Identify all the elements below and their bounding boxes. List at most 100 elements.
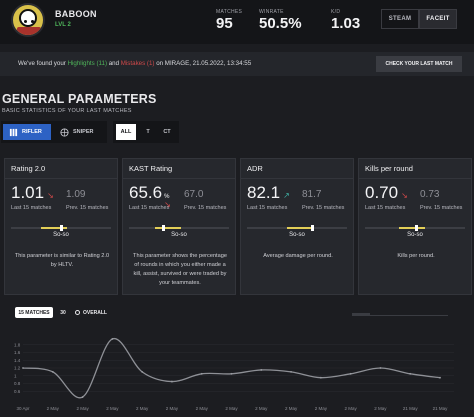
data-point[interactable] bbox=[171, 380, 173, 383]
y-tick-label: 0.6 bbox=[14, 389, 21, 394]
x-tick-label: 2 May bbox=[47, 406, 60, 411]
y-tick-label: 1.4 bbox=[14, 358, 21, 363]
adr-value: 82.1 bbox=[247, 183, 281, 202]
notice-prefix: We've found your bbox=[18, 60, 68, 67]
card-rating-desc: This parameter is similar to Rating 2.0 … bbox=[14, 253, 110, 268]
top-bar: BABOON LVL 2 MATCHES 95 WINRATE 50.5% K/… bbox=[0, 0, 474, 44]
role-sniper-button[interactable]: SNIPER bbox=[56, 124, 104, 140]
card-adr-value: 82.1 ↗ bbox=[247, 183, 290, 203]
data-point[interactable] bbox=[230, 372, 233, 375]
data-point[interactable] bbox=[439, 376, 441, 379]
rating-line-chart: 0.6 0.8 1 1.2 1.4 1.6 1.8 30 Apr 2 May 2 May 2 May… bbox=[14, 338, 454, 411]
data-point[interactable] bbox=[141, 370, 144, 373]
card-rating-prev: 1.09 bbox=[66, 189, 86, 200]
data-point[interactable] bbox=[51, 370, 54, 373]
rifle-icon bbox=[9, 128, 18, 136]
y-tick-label: 1 bbox=[14, 373, 17, 378]
card-kast-prev: 67.0 bbox=[184, 189, 204, 200]
stat-winrate-value: 50.5% bbox=[259, 15, 302, 32]
card-kpr-scale bbox=[365, 225, 465, 231]
x-tick-label: 2 May bbox=[106, 406, 119, 411]
card-kast-value: 65.6 % ↘ bbox=[129, 183, 171, 209]
chart-tab-overall[interactable]: OVERALL bbox=[72, 307, 110, 318]
kast-value: 65.6 bbox=[129, 183, 163, 202]
x-tick-label: 2 May bbox=[315, 406, 328, 411]
role-filter: RIFLER SNIPER bbox=[1, 121, 107, 143]
steam-button[interactable]: STEAM bbox=[381, 9, 419, 29]
radio-icon bbox=[75, 310, 81, 315]
card-kast: KAST Rating 65.6 % ↘ 67.0 Last 15 matche… bbox=[122, 158, 236, 295]
stat-winrate-label: WINRATE bbox=[259, 9, 284, 15]
kpr-value: 0.70 bbox=[365, 183, 399, 202]
scope-icon bbox=[60, 127, 69, 137]
data-point[interactable] bbox=[81, 396, 84, 398]
notice-suffix: on MIRAGE, 21.05.2022, 13:34:55 bbox=[154, 60, 252, 67]
trend-down-icon: ↘ bbox=[164, 200, 171, 209]
data-point[interactable] bbox=[200, 372, 203, 375]
scale-marker bbox=[60, 225, 63, 231]
card-kpr-value: 0.70 ↘ bbox=[365, 183, 408, 203]
data-point[interactable] bbox=[409, 372, 412, 375]
data-point[interactable] bbox=[111, 338, 114, 340]
scale-band bbox=[155, 227, 181, 229]
trend-up-icon: ↗ bbox=[283, 191, 290, 200]
card-adr-prev-label: Prev. 15 matches bbox=[302, 205, 345, 211]
side-all-button[interactable]: ALL bbox=[116, 124, 136, 140]
data-point[interactable] bbox=[290, 370, 292, 373]
highlights-link[interactable]: Highlights (11) bbox=[67, 60, 108, 67]
chart-range-handle[interactable] bbox=[352, 313, 370, 316]
mistakes-link[interactable]: Mistakes (1) bbox=[120, 60, 155, 67]
check-last-match-button[interactable]: CHECK YOUR LAST MATCH bbox=[376, 56, 462, 72]
stat-matches-value: 95 bbox=[216, 15, 233, 32]
card-adr-desc: Average damage per round. bbox=[263, 253, 333, 259]
faceit-button[interactable]: FACEIT bbox=[419, 9, 457, 29]
card-kast-desc: This parameter shows the percentage of r… bbox=[133, 253, 227, 286]
x-tick-label: 30 Apr bbox=[16, 406, 30, 411]
avatar-badge bbox=[17, 27, 41, 35]
data-point[interactable] bbox=[319, 376, 322, 379]
x-tick-label: 2 May bbox=[136, 406, 149, 411]
chart-range-track[interactable] bbox=[352, 315, 448, 316]
scale-marker bbox=[162, 225, 165, 231]
card-kpr-cur-label: Last 15 matches bbox=[365, 205, 406, 211]
card-kast-prev-label: Prev. 15 matches bbox=[184, 205, 227, 211]
card-kast-scale bbox=[129, 225, 229, 231]
card-rating-title: Rating 2.0 bbox=[5, 159, 117, 179]
stat-kd-value: 1.03 bbox=[331, 15, 361, 32]
scale-band bbox=[41, 227, 67, 229]
card-adr: ADR 82.1 ↗ 81.7 Last 15 matches Prev. 15… bbox=[240, 158, 354, 295]
notice-text: We've found your Highlights (11) and Mis… bbox=[18, 60, 251, 67]
data-point[interactable] bbox=[260, 369, 263, 371]
card-kpr: Kills per round 0.70 ↘ 0.73 Last 15 matc… bbox=[358, 158, 472, 295]
section-subtitle: BASIC STATISTICS OF YOUR LAST MATCHES bbox=[2, 108, 132, 114]
x-tick-label: 2 May bbox=[285, 406, 298, 411]
x-tick-label: 2 May bbox=[225, 406, 238, 411]
card-kast-level: So-so bbox=[171, 232, 187, 238]
card-kpr-title: Kills per round bbox=[359, 159, 471, 179]
card-rating-value: 1.01 ↘ bbox=[11, 183, 54, 203]
side-ct-button[interactable]: CT bbox=[163, 129, 171, 135]
card-kpr-prev-label: Prev. 15 matches bbox=[420, 205, 463, 211]
side-t-button[interactable]: T bbox=[146, 129, 150, 135]
card-kast-title: KAST Rating bbox=[123, 159, 235, 179]
card-kast-cur-label: Last 15 matches bbox=[129, 205, 170, 211]
card-kpr-level: So-so bbox=[407, 232, 423, 238]
chart-tab-15-matches[interactable]: 15 MATCHES bbox=[15, 307, 53, 318]
chart-tab-30[interactable]: 30 bbox=[60, 309, 66, 316]
card-kpr-desc: Kills per round. bbox=[397, 253, 435, 259]
data-point[interactable] bbox=[379, 367, 382, 369]
data-point[interactable] bbox=[22, 367, 24, 369]
card-adr-level: So-so bbox=[289, 232, 305, 238]
section-title: GENERAL PARAMETERS bbox=[2, 92, 157, 106]
role-sniper-label: SNIPER bbox=[73, 129, 94, 135]
card-adr-cur-label: Last 15 matches bbox=[247, 205, 288, 211]
stat-kd-label: K/D bbox=[331, 9, 341, 15]
avatar-face bbox=[19, 9, 37, 27]
rating-chart-panel: 15 MATCHES 30 OVERALL 0.6 0.8 1 1.2 1.4 1.6 1.… bbox=[0, 303, 474, 417]
stat-matches-label: MATCHES bbox=[216, 9, 243, 15]
avatar[interactable] bbox=[11, 3, 45, 37]
notice-and: and bbox=[107, 60, 121, 67]
card-kpr-prev: 0.73 bbox=[420, 189, 440, 200]
role-rifler-button[interactable]: RIFLER bbox=[3, 124, 51, 140]
data-point[interactable] bbox=[349, 372, 352, 375]
